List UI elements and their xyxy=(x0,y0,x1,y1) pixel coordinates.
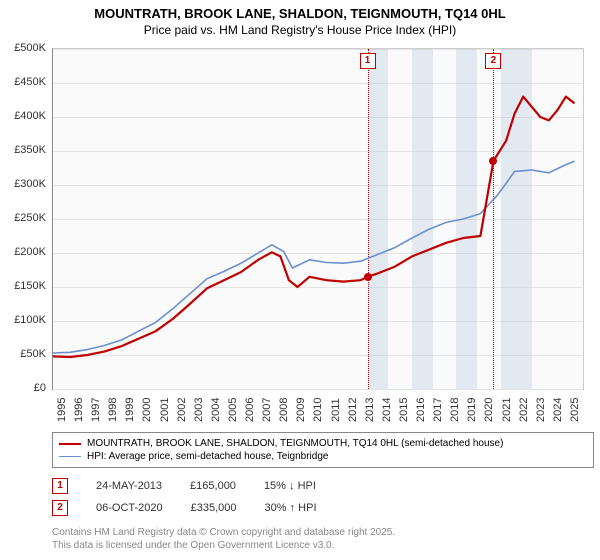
x-tick-label: 2006 xyxy=(244,398,256,422)
x-tick-label: 2023 xyxy=(535,398,547,422)
chart-subtitle: Price paid vs. HM Land Registry's House … xyxy=(0,23,600,41)
legend-label-price-paid: MOUNTRATH, BROOK LANE, SHALDON, TEIGNMOU… xyxy=(87,438,503,449)
y-tick-label: £100K xyxy=(0,314,46,326)
x-tick-label: 2022 xyxy=(518,398,530,422)
x-tick-label: 2001 xyxy=(159,398,171,422)
x-tick-label: 2020 xyxy=(483,398,495,422)
x-tick-label: 1998 xyxy=(107,398,119,422)
x-tick-label: 2017 xyxy=(432,398,444,422)
y-tick-label: £150K xyxy=(0,280,46,292)
x-tick-label: 2021 xyxy=(501,398,513,422)
y-tick-label: £350K xyxy=(0,144,46,156)
x-tick-label: 2004 xyxy=(210,398,222,422)
legend-swatch-price-paid xyxy=(59,443,81,445)
footer-attribution: Contains HM Land Registry data © Crown c… xyxy=(52,526,395,552)
chart-title: MOUNTRATH, BROOK LANE, SHALDON, TEIGNMOU… xyxy=(0,0,600,23)
series-svg xyxy=(53,49,583,389)
x-tick-label: 2002 xyxy=(176,398,188,422)
legend-box: MOUNTRATH, BROOK LANE, SHALDON, TEIGNMOU… xyxy=(52,432,594,468)
x-tick-label: 2005 xyxy=(227,398,239,422)
y-gridline xyxy=(53,389,583,390)
x-tick-label: 2013 xyxy=(364,398,376,422)
x-tick-label: 2014 xyxy=(381,398,393,422)
x-tick-label: 2009 xyxy=(295,398,307,422)
chart-container: MOUNTRATH, BROOK LANE, SHALDON, TEIGNMOU… xyxy=(0,0,600,560)
legend-label-hpi: HPI: Average price, semi-detached house,… xyxy=(87,451,328,462)
y-tick-label: £500K xyxy=(0,42,46,54)
sale-date-2: 06-OCT-2020 xyxy=(96,502,163,514)
x-tick-label: 2025 xyxy=(569,398,581,422)
x-tick-label: 1995 xyxy=(56,398,68,422)
sale-index-2: 2 xyxy=(52,500,68,516)
sale-diff-1: 15% ↓ HPI xyxy=(264,480,316,492)
sale-index-1: 1 xyxy=(52,478,68,494)
x-tick-label: 2024 xyxy=(552,398,564,422)
y-tick-label: £200K xyxy=(0,246,46,258)
series-line-hpi xyxy=(53,161,575,353)
y-tick-label: £400K xyxy=(0,110,46,122)
sale-date-1: 24-MAY-2013 xyxy=(96,480,162,492)
footer-line-2: This data is licensed under the Open Gov… xyxy=(52,539,395,552)
x-tick-label: 2008 xyxy=(278,398,290,422)
x-tick-label: 1996 xyxy=(73,398,85,422)
sale-record-1: 1 24-MAY-2013 £165,000 15% ↓ HPI xyxy=(52,478,316,494)
sale-price-2: £335,000 xyxy=(191,502,237,514)
x-tick-label: 2007 xyxy=(261,398,273,422)
legend-row-price-paid: MOUNTRATH, BROOK LANE, SHALDON, TEIGNMOU… xyxy=(59,437,587,450)
sale-diff-2: 30% ↑ HPI xyxy=(265,502,317,514)
legend-row-hpi: HPI: Average price, semi-detached house,… xyxy=(59,450,587,463)
sale-price-1: £165,000 xyxy=(190,480,236,492)
x-tick-label: 1997 xyxy=(90,398,102,422)
x-tick-label: 2011 xyxy=(330,398,342,422)
x-tick-label: 2015 xyxy=(398,398,410,422)
series-line-price_paid xyxy=(53,97,575,357)
x-tick-label: 2018 xyxy=(449,398,461,422)
x-tick-label: 2003 xyxy=(193,398,205,422)
x-tick-label: 2016 xyxy=(415,398,427,422)
legend-swatch-hpi xyxy=(59,456,81,457)
sale-record-2: 2 06-OCT-2020 £335,000 30% ↑ HPI xyxy=(52,500,317,516)
x-tick-label: 2000 xyxy=(141,398,153,422)
footer-line-1: Contains HM Land Registry data © Crown c… xyxy=(52,526,395,539)
y-tick-label: £250K xyxy=(0,212,46,224)
y-tick-label: £300K xyxy=(0,178,46,190)
x-tick-label: 2010 xyxy=(312,398,324,422)
x-tick-label: 2012 xyxy=(347,398,359,422)
y-tick-label: £50K xyxy=(0,348,46,360)
x-tick-label: 2019 xyxy=(466,398,478,422)
y-tick-label: £0 xyxy=(0,382,46,394)
x-tick-label: 1999 xyxy=(124,398,136,422)
y-tick-label: £450K xyxy=(0,76,46,88)
plot-area: 12 xyxy=(52,48,584,390)
